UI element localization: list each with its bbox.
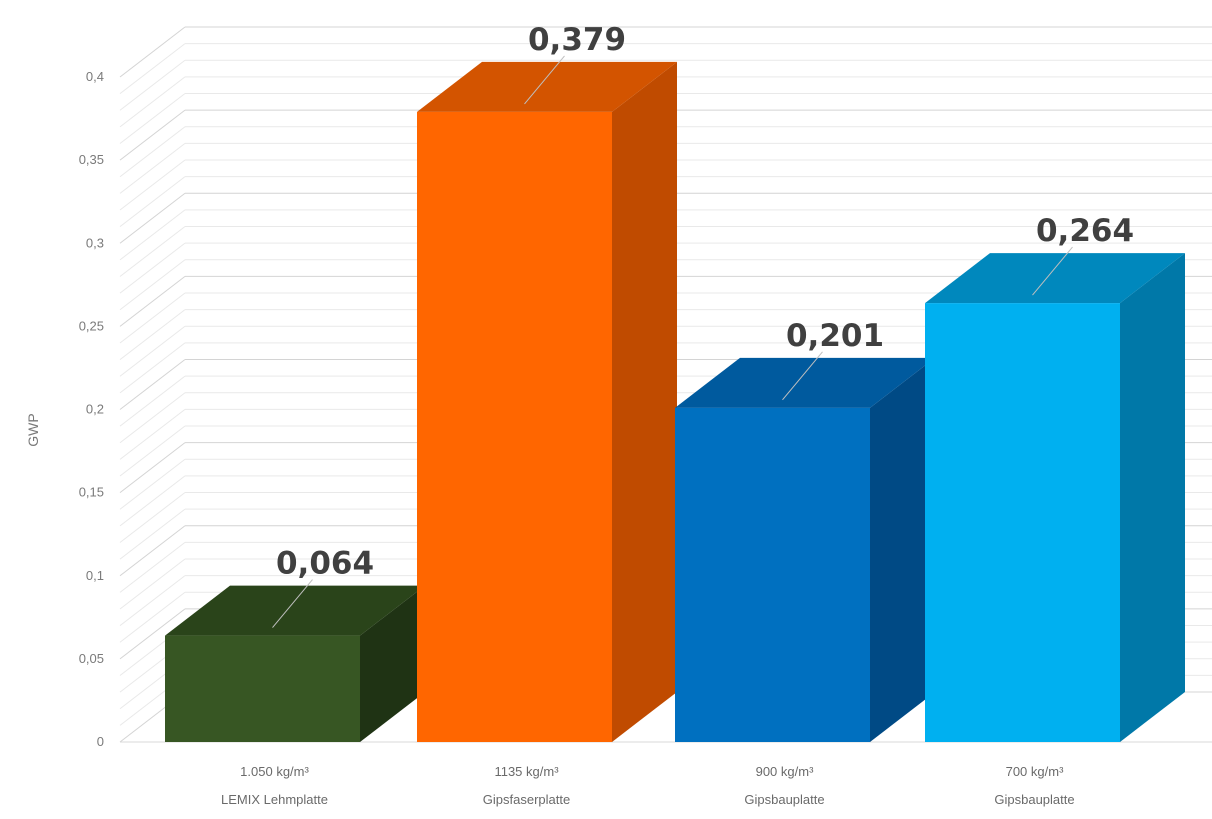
side-wall-gridline	[119, 109, 186, 161]
side-wall-gridline	[119, 309, 186, 361]
category-label-line2: Gipsfaserplatte	[483, 792, 570, 807]
side-wall-gridline	[119, 76, 186, 128]
value-leader-line	[272, 579, 313, 628]
category-label-line2: Gipsbauplatte	[744, 792, 824, 807]
side-wall-gridline	[119, 541, 186, 593]
side-wall-gridline	[119, 359, 186, 410]
y-tick-label: 0,2	[86, 402, 104, 417]
side-wall-gridline	[119, 475, 186, 527]
side-wall-gridline	[119, 575, 186, 627]
value-label: 0,201	[786, 318, 884, 354]
value-labels: 0,064 0,379 0,201 0,264	[272, 22, 1134, 628]
side-wall-gridline	[119, 558, 186, 610]
bar-front-face	[165, 635, 360, 742]
side-wall-gridline	[119, 591, 186, 643]
side-wall-gridline	[119, 43, 186, 95]
y-tick-label: 0,1	[86, 568, 104, 583]
y-tick-labels: 0 0,05 0,1 0,15 0,2 0,25 0,3 0,35 0,4	[79, 69, 104, 749]
side-wall-gridline	[119, 492, 186, 543]
category-label-line1: 1.050 kg/m³	[240, 764, 309, 779]
side-wall-gridline	[119, 176, 186, 228]
bar-side-face	[1120, 253, 1185, 742]
category-label-line1: 900 kg/m³	[756, 764, 814, 779]
bars-layer	[165, 61, 1185, 743]
bar-top-face	[675, 357, 935, 408]
side-wall-gridline	[119, 375, 186, 427]
bar	[925, 253, 1185, 742]
bar-front-face	[417, 111, 612, 743]
side-wall-gridline	[119, 425, 186, 477]
side-wall-gridline	[119, 26, 186, 78]
y-tick-label: 0,25	[79, 318, 104, 333]
side-wall-gridline	[119, 292, 186, 344]
side-wall-gridline	[119, 608, 186, 660]
value-leader-line	[524, 55, 565, 105]
y-tick-label: 0,15	[79, 485, 104, 500]
bar-side-face	[612, 61, 677, 743]
y-tick-label: 0,4	[86, 69, 104, 84]
category-labels: 1.050 kg/m³ LEMIX Lehmplatte 1135 kg/m³ Gip…	[221, 764, 1075, 807]
side-wall-gridline	[119, 325, 186, 377]
side-wall-gridline	[119, 192, 186, 244]
value-leader-line	[1032, 246, 1073, 296]
side-wall-gridline	[119, 242, 186, 294]
category-label-line2: LEMIX Lehmplatte	[221, 792, 328, 807]
y-tick-label: 0,3	[86, 235, 104, 250]
side-wall-gridline	[119, 342, 186, 394]
y-axis-label: GWP	[25, 413, 41, 446]
value-label: 0,264	[1036, 213, 1134, 249]
side-wall-gridline	[119, 259, 186, 311]
bar-front-face	[925, 303, 1120, 742]
side-wall-gridline	[119, 392, 186, 444]
side-wall-gridline	[119, 59, 186, 111]
side-wall-gridline	[119, 442, 186, 494]
bar	[165, 585, 425, 742]
category-label-line1: 700 kg/m³	[1006, 764, 1064, 779]
value-label: 0,379	[528, 22, 626, 58]
side-wall-gridline	[119, 408, 186, 460]
y-tick-label: 0,05	[79, 651, 104, 666]
side-wall-gridline	[119, 93, 186, 144]
value-label: 0,064	[276, 546, 374, 582]
bar-front-face	[675, 407, 870, 742]
side-wall-gridline	[119, 525, 186, 577]
category-label-line1: 1135 kg/m³	[494, 764, 559, 779]
side-wall-gridline	[119, 458, 186, 510]
y-tick-label: 0	[97, 734, 104, 749]
side-wall-gridline	[119, 508, 186, 560]
value-leader-line	[782, 351, 823, 401]
bar-side-face	[360, 585, 425, 742]
side-wall-gridline	[119, 126, 186, 178]
side-wall-gridline	[119, 209, 186, 261]
bar	[417, 61, 677, 743]
bar-side-face	[870, 357, 935, 742]
bar-top-face	[165, 585, 425, 636]
bar	[675, 357, 935, 742]
side-wall-gridline	[119, 275, 186, 327]
side-wall-gridline	[119, 226, 186, 277]
side-wall-gridline	[119, 159, 186, 211]
side-wall-gridline	[119, 142, 186, 194]
bar-top-face	[417, 61, 677, 112]
y-tick-label: 0,35	[79, 152, 104, 167]
bar-top-face	[925, 253, 1185, 304]
category-label-line2: Gipsbauplatte	[994, 792, 1074, 807]
